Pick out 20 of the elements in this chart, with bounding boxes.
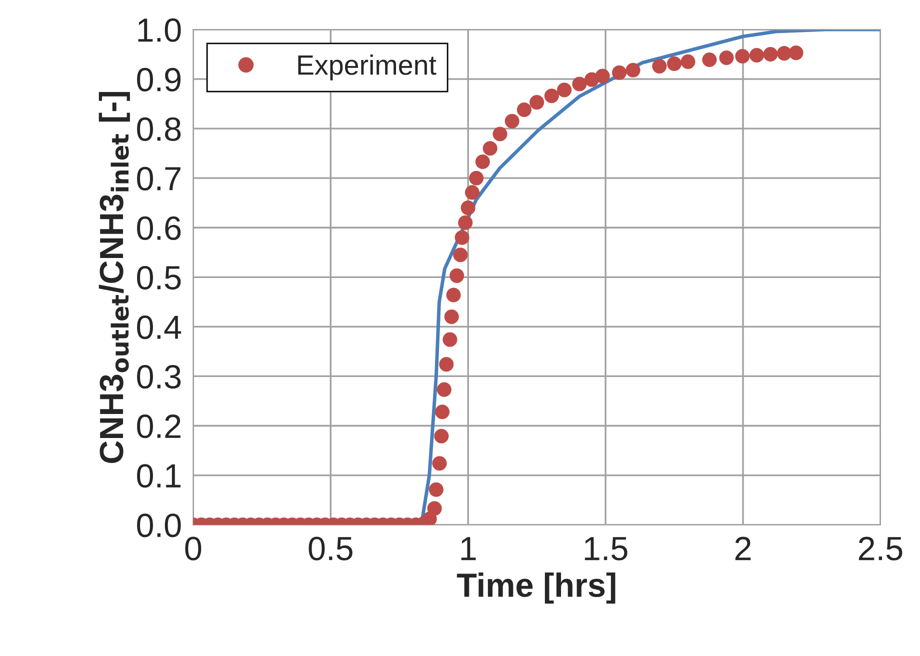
y-tick-label: 0.1	[137, 464, 180, 488]
y-tick-label: 0.7	[137, 166, 180, 191]
y-tick-label: 0.3	[137, 365, 181, 389]
y-tick-label: 0.2	[137, 414, 180, 438]
x-tick-label: 2	[735, 536, 751, 560]
x-axis-title: Time [hrs]	[456, 572, 616, 604]
x-tick-label: 0	[185, 536, 202, 560]
y-tick-label: 0.0	[137, 514, 181, 538]
x-tick-label: 0.5	[308, 536, 352, 560]
y-tick-label: 0.6	[137, 216, 181, 240]
y-tick-label: 0.9	[137, 68, 181, 92]
y-axis-title: CNH3$_{outlet}$/CNH3$_{inlet}$ [-]	[98, 92, 130, 463]
y-tick-label: 1.0	[138, 18, 181, 42]
x-tick-label: 2.5	[858, 536, 902, 560]
y-tick-label: 0.4	[137, 315, 182, 340]
y-tick-label: 0.5	[137, 266, 181, 290]
legend-label: Experiment	[298, 54, 436, 80]
x-tick-label: 1.5	[584, 537, 628, 560]
y-tick-label: 0.8	[137, 117, 181, 141]
x-tick-label: 1	[461, 537, 476, 560]
